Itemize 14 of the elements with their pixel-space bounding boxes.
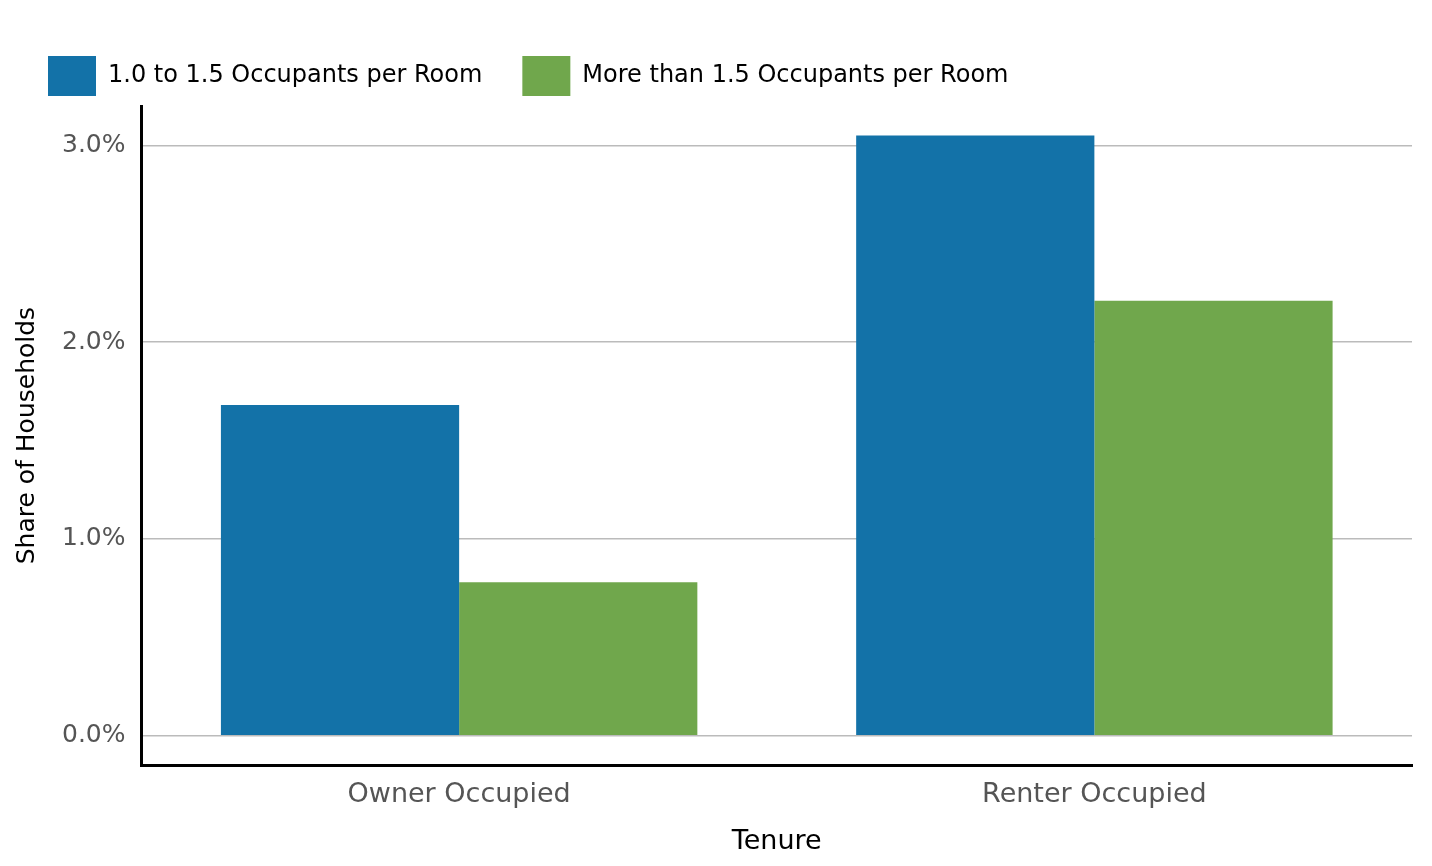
x-tick-label: Owner Occupied (347, 777, 571, 809)
x-tick-label: Renter Occupied (982, 777, 1207, 809)
legend-label: 1.0 to 1.5 Occupants per Room (108, 60, 483, 89)
y-tick-label: 2.0% (62, 325, 126, 355)
y-tick-label: 0.0% (62, 719, 126, 749)
y-tick-label: 1.0% (62, 522, 126, 552)
bar (459, 582, 698, 735)
bar (1094, 300, 1333, 735)
legend-label: More than 1.5 Occupants per Room (582, 60, 1009, 89)
bar (220, 405, 460, 735)
x-axis-title: Tenure (730, 823, 822, 855)
y-axis-title: Share of Households (10, 306, 40, 565)
bar (856, 135, 1095, 735)
y-tick-label: 3.0% (62, 128, 126, 158)
